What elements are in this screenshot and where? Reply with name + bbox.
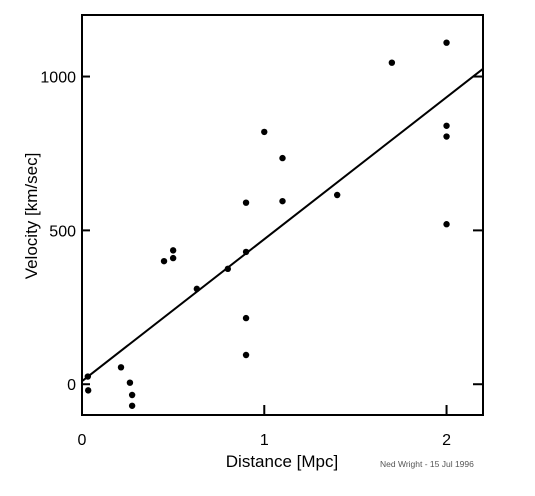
x-axis-label: Distance [Mpc] xyxy=(226,452,338,471)
data-point xyxy=(443,133,450,140)
data-point xyxy=(224,265,232,273)
data-point xyxy=(443,39,450,46)
data-point xyxy=(242,351,250,359)
data-point xyxy=(126,379,134,386)
y-tick-label: 500 xyxy=(49,223,76,240)
data-point xyxy=(84,373,92,380)
data-point xyxy=(443,221,450,228)
data-point xyxy=(128,402,136,409)
data-point xyxy=(279,197,286,205)
data-point xyxy=(261,128,268,136)
data-point xyxy=(160,257,168,265)
tick-labels: 0 1 2 0 500 1000 xyxy=(40,70,451,449)
data-points xyxy=(84,39,450,409)
data-point xyxy=(128,391,136,399)
x-tick-label: 2 xyxy=(442,432,451,449)
data-point xyxy=(443,122,450,129)
data-point xyxy=(279,154,286,162)
fit-line xyxy=(81,68,484,382)
data-point xyxy=(388,59,396,66)
plot-frame xyxy=(81,14,484,416)
y-axis-label: Velocity [km/sec] xyxy=(22,153,41,280)
y-tick-label: 1000 xyxy=(40,70,76,87)
data-point xyxy=(84,387,92,394)
data-point xyxy=(117,364,125,371)
x-tick-label: 1 xyxy=(260,432,269,449)
data-point xyxy=(193,285,201,293)
x-tick-label: 0 xyxy=(78,432,87,449)
data-point xyxy=(242,199,250,206)
data-point xyxy=(333,191,341,199)
y-tick-label: 0 xyxy=(67,377,76,394)
data-point xyxy=(242,248,250,256)
data-point xyxy=(242,314,250,322)
data-point xyxy=(169,254,177,262)
credit-annotation: Ned Wright - 15 Jul 1996 xyxy=(380,459,474,469)
axis-ticks xyxy=(82,75,483,415)
data-point xyxy=(169,247,177,254)
